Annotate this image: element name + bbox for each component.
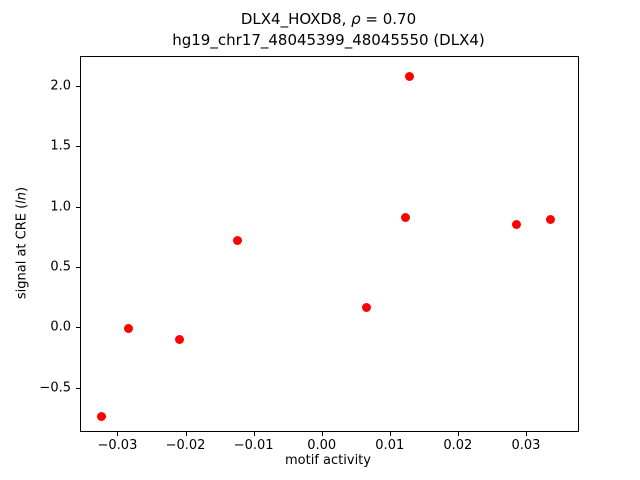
data-point [124, 323, 134, 333]
x-tick-label: 0.01 [375, 438, 405, 453]
x-tick-mark [525, 432, 527, 436]
x-tick-label: −0.01 [233, 438, 274, 453]
x-tick-label: 0.02 [443, 438, 473, 453]
y-tick-mark [76, 387, 80, 389]
x-tick-mark [321, 432, 323, 436]
x-tick-label: −0.02 [165, 438, 206, 453]
x-axis-label: motif activity [285, 453, 371, 468]
title-rho-value: = 0.70 [360, 10, 417, 28]
chart-title: DLX4_HOXD8, ρ = 0.70 hg19_chr17_48045399… [80, 9, 577, 51]
data-point [546, 215, 556, 225]
y-axis-label-close: ) [14, 186, 30, 192]
data-point [233, 235, 243, 245]
x-tick-mark [457, 432, 459, 436]
data-point [96, 412, 106, 422]
title-gene-pair: DLX4_HOXD8, [240, 10, 352, 28]
y-axis-label-text: signal at CRE ( [14, 203, 30, 300]
y-tick-label: 0.5 [50, 259, 71, 275]
x-tick-mark [117, 432, 119, 436]
y-tick-mark [76, 267, 80, 269]
data-point [401, 212, 411, 222]
chart-title-line2: hg19_chr17_48045399_48045550 (DLX4) [172, 31, 485, 49]
y-tick-label: −0.5 [39, 380, 71, 396]
x-tick-label: 0.00 [307, 438, 337, 453]
x-tick-mark [253, 432, 255, 436]
y-axis-label: signal at CRE (ln) [15, 187, 30, 299]
x-tick-mark [389, 432, 391, 436]
data-point [175, 334, 185, 344]
chart-title-line1: DLX4_HOXD8, ρ = 0.70 [80, 9, 577, 30]
y-tick-label: 0.0 [50, 319, 71, 335]
y-tick-mark [76, 86, 80, 88]
y-tick-label: 2.0 [50, 78, 71, 94]
rho-symbol: ρ [351, 10, 361, 28]
y-tick-label: 1.5 [50, 138, 71, 154]
y-axis-label-italic: ln [14, 191, 30, 204]
data-point [512, 220, 522, 230]
y-tick-mark [76, 206, 80, 208]
y-tick-label: 1.0 [50, 199, 71, 215]
x-tick-label: −0.03 [97, 438, 138, 453]
y-tick-mark [76, 146, 80, 148]
x-tick-mark [185, 432, 187, 436]
data-point [362, 303, 372, 313]
x-tick-label: 0.03 [511, 438, 541, 453]
data-point [405, 71, 415, 81]
plot-area [80, 56, 579, 432]
y-tick-mark [76, 327, 80, 329]
